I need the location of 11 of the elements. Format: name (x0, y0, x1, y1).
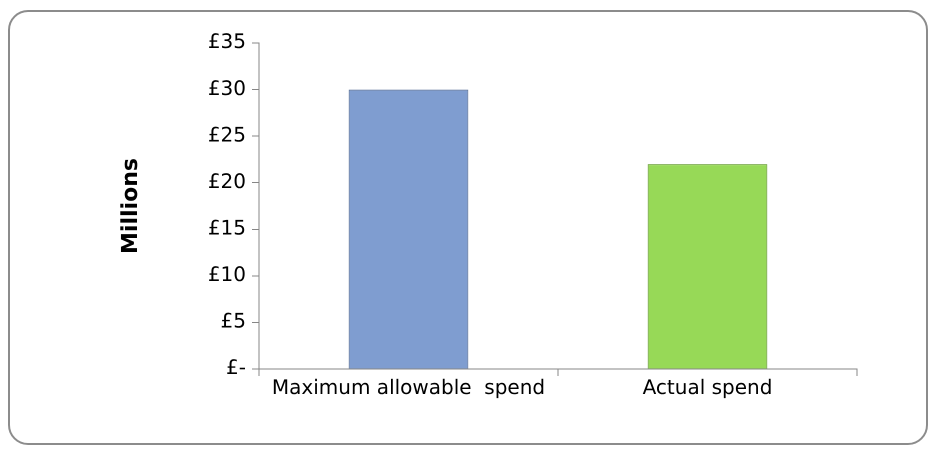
y-tick-label: £10 (208, 262, 246, 286)
y-tick-label: £- (226, 355, 246, 380)
y-tick-label: £15 (208, 215, 246, 240)
y-tick-label: £5 (220, 308, 246, 333)
y-tick-label: £25 (208, 122, 246, 146)
x-tick-label: Actual spend (642, 375, 772, 400)
y-tick-label: £30 (208, 76, 246, 100)
y-tick-label: £20 (208, 168, 246, 193)
y-tick-label: £35 (208, 29, 246, 54)
y-axis-title: Millions (118, 158, 143, 254)
x-tick-label: Maximum allowable spend (272, 375, 546, 400)
